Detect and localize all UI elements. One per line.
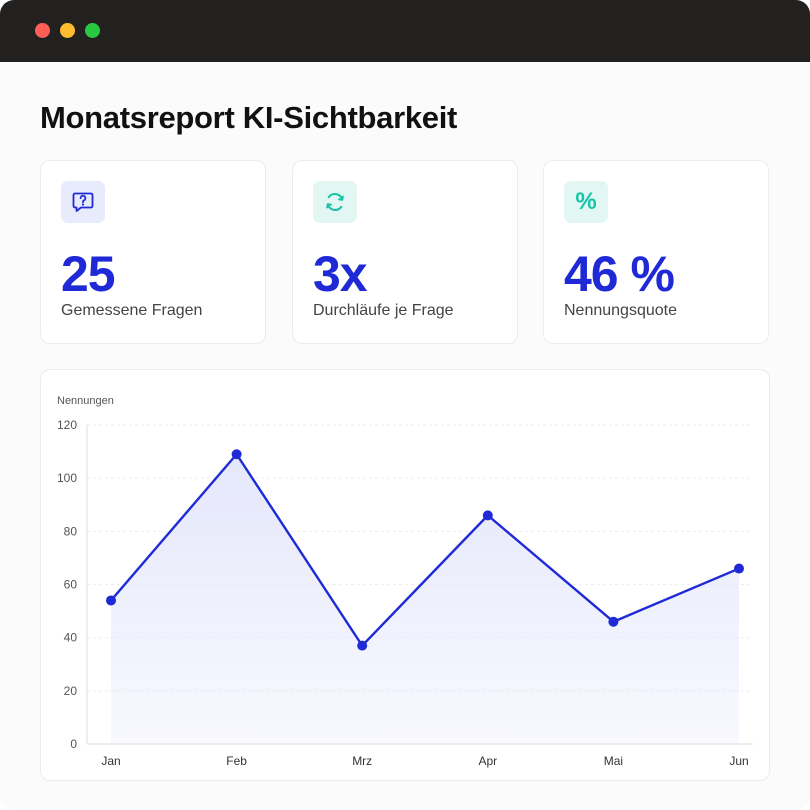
close-window-button[interactable] xyxy=(35,23,50,38)
y-axis-title: Nennungen xyxy=(57,395,114,407)
title-bar xyxy=(0,0,810,62)
y-tick-label: 40 xyxy=(64,631,78,645)
data-point xyxy=(231,449,242,460)
data-point xyxy=(734,563,744,574)
x-tick-label: Mrz xyxy=(352,754,372,768)
percent-glyph: % xyxy=(575,188,597,215)
stat-card-runs: 3x Durchläufe je Frage xyxy=(292,160,518,344)
stat-value: 3x xyxy=(313,246,368,302)
refresh-cycle-icon xyxy=(313,181,357,223)
x-tick-label: Mai xyxy=(604,754,623,768)
data-point xyxy=(608,616,619,627)
stat-value: 46 % xyxy=(564,246,675,302)
stat-card-mention-rate: % 46 % Nennungsquote xyxy=(543,160,769,344)
series-area xyxy=(111,454,739,744)
x-tick-label: Feb xyxy=(226,754,247,768)
page-title: Monatsreport KI-Sichtbarkeit xyxy=(40,100,458,135)
y-tick-label: 60 xyxy=(64,578,78,592)
y-tick-label: 0 xyxy=(70,737,77,751)
report-content: Monatsreport KI-Sichtbarkeit 25 Gemessen… xyxy=(0,62,810,810)
data-point xyxy=(106,595,116,606)
x-tick-label: Jun xyxy=(729,754,748,768)
stat-label: Nennungsquote xyxy=(564,302,677,319)
maximize-window-button[interactable] xyxy=(85,23,100,38)
stat-value: 25 xyxy=(61,246,116,302)
y-tick-label: 120 xyxy=(57,418,77,432)
stat-label: Gemessene Fragen xyxy=(61,302,203,319)
data-point xyxy=(482,510,493,521)
stat-card-questions: 25 Gemessene Fragen xyxy=(40,160,266,344)
mentions-line-chart: Nennungen 0 20 40 60 80 100 120 Jan Feb Mrz Apr Mai J… xyxy=(57,395,753,768)
x-tick-label: Jan xyxy=(101,754,120,768)
minimize-window-button[interactable] xyxy=(60,23,75,38)
data-point xyxy=(357,640,368,651)
y-tick-label: 20 xyxy=(64,684,78,698)
series-line xyxy=(110,453,740,647)
y-tick-label: 80 xyxy=(64,524,78,538)
stat-label: Durchläufe je Frage xyxy=(313,302,454,319)
x-tick-label: Apr xyxy=(478,754,497,768)
percent-icon: % xyxy=(564,181,608,223)
y-tick-label: 100 xyxy=(57,471,77,485)
mentions-chart-card: Nennungen 0 20 40 60 80 100 120 Jan Feb Mrz Apr Mai J… xyxy=(40,369,770,781)
question-bubble-icon xyxy=(61,181,105,223)
